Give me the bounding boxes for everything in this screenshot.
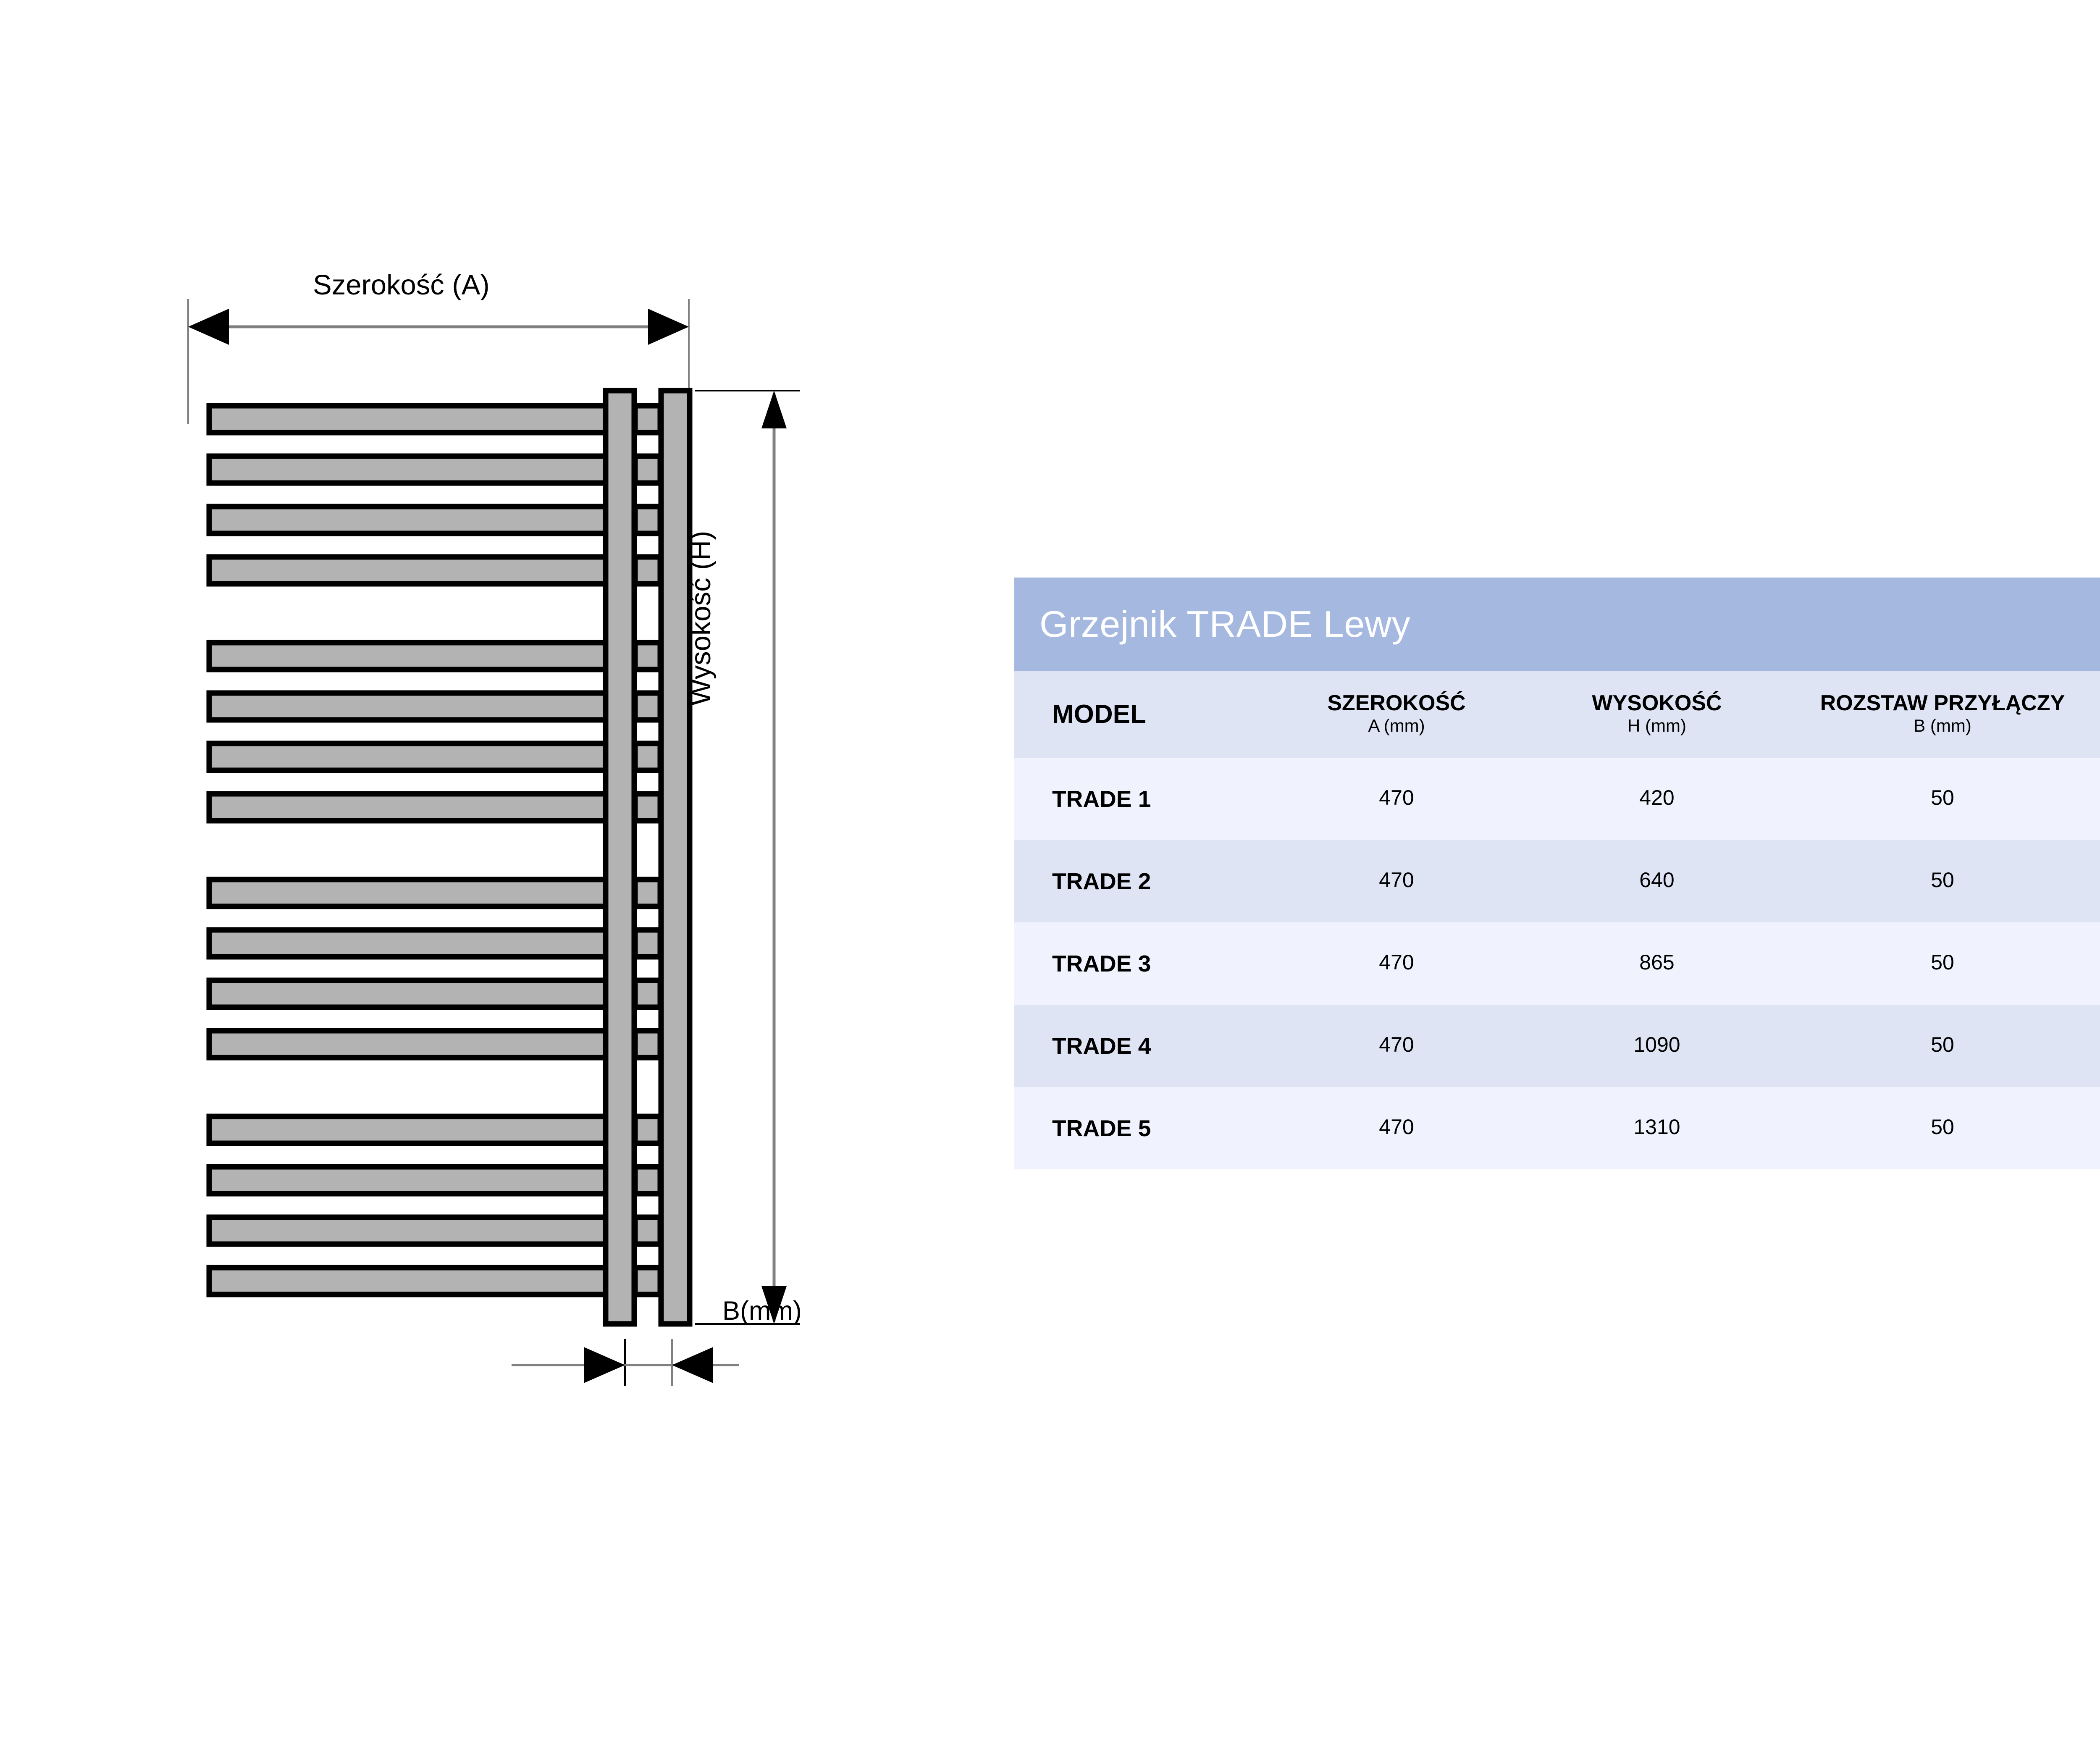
cell-model: TRADE 2 <box>1014 840 1266 922</box>
column-header-power: MOC CIEPLNA (W) <box>2098 671 2100 758</box>
depth-dimension-label: B(mm) <box>722 1296 802 1326</box>
cell-width: 470 <box>1266 758 1527 840</box>
cell-model: TRADE 1 <box>1014 758 1266 840</box>
width-dimension-label: Szerokość (A) <box>313 269 490 301</box>
cell-width: 470 <box>1266 840 1527 922</box>
cell-power: 260 <box>2098 758 2100 840</box>
cell-spacing: 50 <box>1787 1005 2098 1087</box>
cell-power: 320 <box>2098 840 2100 922</box>
cell-height: 420 <box>1527 758 1787 840</box>
cell-width: 470 <box>1266 922 1527 1005</box>
rail-right <box>658 388 693 1327</box>
column-header-height-unit: H (mm) <box>1628 715 1686 735</box>
cell-height: 640 <box>1527 840 1787 922</box>
column-header-spacing: ROZSTAW PRZYŁĄCZY B (mm) <box>1787 671 2098 758</box>
column-header-width-unit: A (mm) <box>1368 715 1425 735</box>
column-header-width-label: SZEROKOŚĆ <box>1327 691 1466 715</box>
specification-table: Grzejnik TRADE Lewy MODEL SZEROKOŚĆ A (m… <box>1014 578 2100 1169</box>
height-dimension-label: Wysokość (H) <box>685 530 717 706</box>
table-header-row: MODEL SZEROKOŚĆ A (mm) WYSOKOŚĆ H (mm) R… <box>1014 671 2100 758</box>
table-row: TRADE 5 470 1310 50 620 <box>1014 1087 2100 1169</box>
radiator-drawing-svg <box>187 299 800 1386</box>
cell-model: TRADE 3 <box>1014 922 1266 1005</box>
cell-model: TRADE 5 <box>1014 1087 1266 1169</box>
radiator-bars-group <box>206 403 640 1297</box>
table-row: TRADE 4 470 1090 50 525 <box>1014 1005 2100 1087</box>
cell-model: TRADE 4 <box>1014 1005 1266 1087</box>
cell-power: 620 <box>2098 1087 2100 1169</box>
cell-power: 480 <box>2098 922 2100 1005</box>
column-header-model: MODEL <box>1014 671 1266 758</box>
radiator-technical-drawing: Szerokość (A) Wysokość (H) B(mm) <box>0 0 924 1428</box>
cell-spacing: 50 <box>1787 840 2098 922</box>
table-row: TRADE 3 470 865 50 480 <box>1014 922 2100 1005</box>
table-title-row: Grzejnik TRADE Lewy <box>1014 578 2100 671</box>
cell-spacing: 50 <box>1787 1087 2098 1169</box>
table-title-cell: Grzejnik TRADE Lewy <box>1014 578 2100 671</box>
table-row: TRADE 1 470 420 50 260 <box>1014 758 2100 840</box>
cell-height: 1310 <box>1527 1087 1787 1169</box>
column-header-height-label: WYSOKOŚĆ <box>1592 691 1722 715</box>
rail-left <box>603 388 637 1327</box>
column-header-power-label: MOC CIEPLNA <box>2098 692 2100 715</box>
column-header-spacing-unit: B (mm) <box>1914 715 1971 735</box>
table-title: Grzejnik TRADE Lewy <box>1040 603 1411 645</box>
height-dimension-group <box>695 390 800 1325</box>
bar-stubs-group <box>632 403 663 1297</box>
table-row: TRADE 2 470 640 50 320 <box>1014 840 2100 922</box>
vertical-rails-group <box>603 388 693 1327</box>
column-header-height: WYSOKOŚĆ H (mm) <box>1527 671 1787 758</box>
cell-width: 470 <box>1266 1087 1527 1169</box>
column-header-spacing-label: ROZSTAW PRZYŁĄCZY <box>1820 691 2065 715</box>
column-header-model-label: MODEL <box>1052 699 1146 729</box>
cell-width: 470 <box>1266 1005 1527 1087</box>
width-dimension-group <box>187 299 690 424</box>
cell-height: 1090 <box>1527 1005 1787 1087</box>
column-header-power-unit: (W) <box>2098 715 2100 737</box>
depth-dimension-group <box>512 1339 739 1386</box>
cell-power: 525 <box>2098 1005 2100 1087</box>
cell-spacing: 50 <box>1787 758 2098 840</box>
column-header-width: SZEROKOŚĆ A (mm) <box>1266 671 1527 758</box>
cell-spacing: 50 <box>1787 922 2098 1005</box>
cell-height: 865 <box>1527 922 1787 1005</box>
